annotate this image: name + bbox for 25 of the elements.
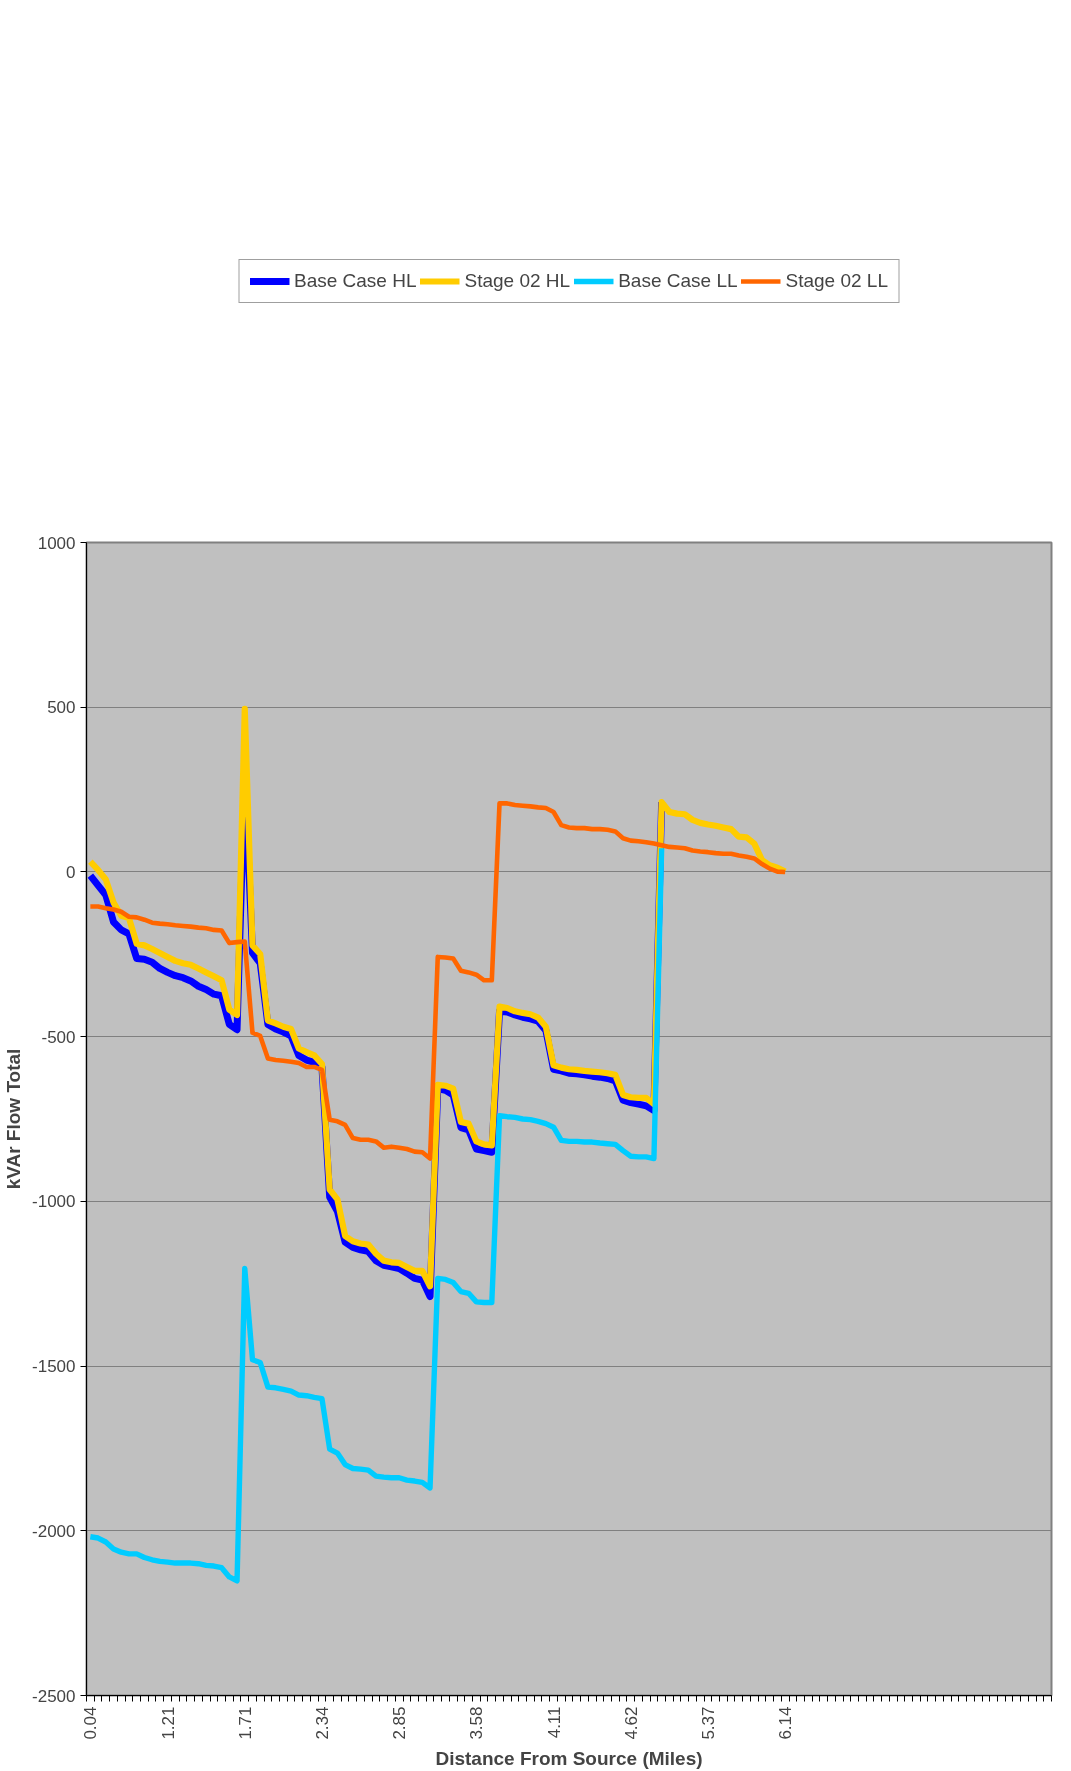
x-tick-label: 4.11 bbox=[544, 1706, 564, 1739]
y-tick-label: 1000 bbox=[37, 533, 76, 553]
x-tick-label: 1.21 bbox=[158, 1706, 178, 1740]
line-series bbox=[88, 801, 788, 1161]
x-tick-label: 5.37 bbox=[698, 1706, 718, 1740]
y-tick-label: -1500 bbox=[32, 1357, 76, 1377]
x-tick-label: 0.04 bbox=[81, 1706, 101, 1740]
x-tick-label: 3.58 bbox=[467, 1706, 487, 1740]
legend-label: Stage 02 LL bbox=[785, 270, 888, 292]
x-axis-title: Distance From Source (Miles) bbox=[435, 1747, 703, 1769]
y-tick-label: -1000 bbox=[32, 1192, 76, 1212]
legend-label: Base Case HL bbox=[294, 270, 417, 292]
x-tick-label: 2.85 bbox=[390, 1706, 410, 1740]
x-tick-label: 4.62 bbox=[621, 1706, 641, 1740]
x-tick-label: 1.71 bbox=[235, 1706, 255, 1740]
y-tick-label: -2500 bbox=[32, 1686, 76, 1706]
y-tick-label: -500 bbox=[41, 1027, 76, 1047]
y-tick-label: 500 bbox=[47, 698, 76, 718]
x-tick-label: 6.14 bbox=[776, 1706, 796, 1740]
y-tick-label: 0 bbox=[66, 862, 76, 882]
y-tick-label: -2000 bbox=[32, 1521, 76, 1541]
legend-label: Stage 02 HL bbox=[464, 270, 571, 292]
legend-label: Base Case LL bbox=[618, 270, 738, 292]
x-tick-label: 2.34 bbox=[312, 1706, 332, 1740]
y-axis-title: kVAr Flow Total bbox=[3, 1048, 25, 1190]
